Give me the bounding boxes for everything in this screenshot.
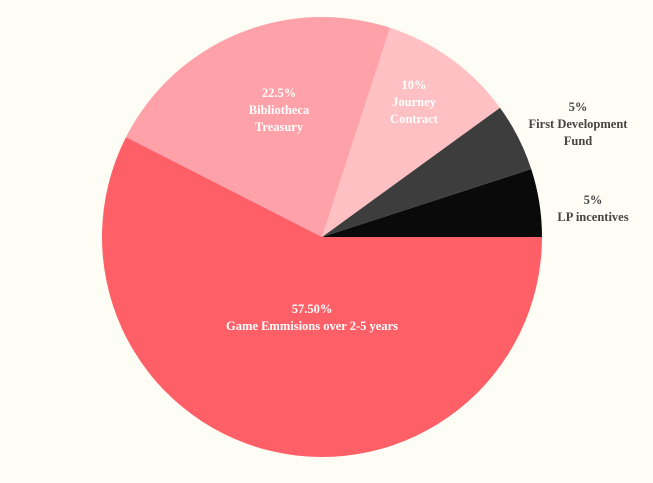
- slice-label-game-line-1: Game Emmisions over 2-5 years: [226, 319, 398, 333]
- slice-label-bibliotheca-line-1: Bibliotheca: [249, 103, 310, 117]
- slice-label-journey-line-2: Contract: [390, 112, 439, 126]
- slice-label-bibliotheca-line-2: Treasury: [255, 120, 304, 134]
- slice-label-journey-line-1: Journey: [392, 95, 437, 109]
- slice-label-fdf-line-1: First Development: [529, 117, 629, 131]
- slice-label-bibliotheca-line-0: 22.5%: [262, 86, 296, 100]
- pie-slice-bibliotheca: [125, 17, 390, 238]
- slice-label-bibliotheca: 22.5% Bibliotheca Treasury: [249, 86, 310, 134]
- slice-label-lp: 5% LP incentives: [557, 193, 628, 224]
- slice-label-game-line-0: 57.50%: [292, 302, 333, 316]
- pie-slice-journey: [322, 27, 500, 237]
- slice-label-journey: 10% Journey Contract: [390, 78, 439, 126]
- pie-slice-game: [102, 137, 543, 458]
- slice-label-journey-line-0: 10%: [402, 78, 427, 92]
- slice-label-fdf-line-0: 5%: [569, 100, 588, 114]
- slice-label-fdf: 5% First Development Fund: [529, 100, 629, 148]
- slice-label-fdf-line-2: Fund: [564, 134, 593, 148]
- slice-label-lp-line-0: 5%: [584, 193, 603, 207]
- pie-slice-lp: [322, 169, 542, 237]
- slice-label-game: 57.50% Game Emmisions over 2-5 years: [226, 302, 398, 333]
- pie-slice-fdf: [322, 107, 532, 237]
- slice-label-lp-line-1: LP incentives: [557, 210, 628, 224]
